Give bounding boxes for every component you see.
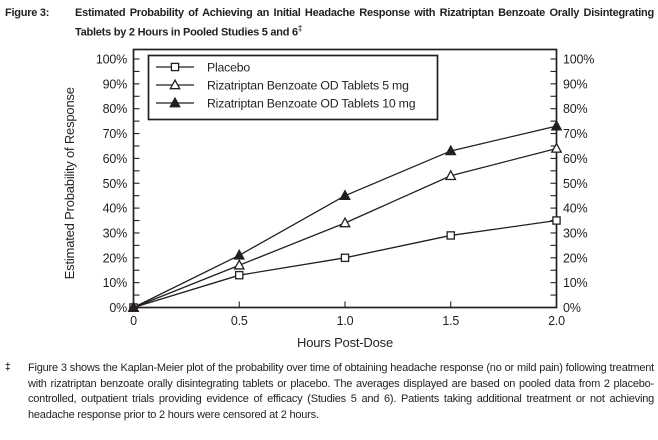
x-tick-label: 0.5 xyxy=(231,314,248,328)
legend-label: Placebo xyxy=(207,61,250,75)
legend-item-rizatriptan-benzoate-od-tablets-10-mg: Rizatriptan Benzoate OD Tablets 10 mg xyxy=(156,97,416,111)
y-tick-label-right: 40% xyxy=(563,202,588,216)
legend-marker-triangle-open xyxy=(169,78,181,90)
series-marker-rizatriptan-benzoate-od-tablets-5-mg xyxy=(550,142,563,153)
y-tick-label-right: 20% xyxy=(563,251,588,265)
series-marker-rizatriptan-benzoate-od-tablets-10-mg xyxy=(444,144,457,156)
y-tick-label-left: 100% xyxy=(96,53,127,67)
legend-item-rizatriptan-benzoate-od-tablets-5-mg: Rizatriptan Benzoate OD Tablets 5 mg xyxy=(156,79,409,93)
x-axis-title: Hours Post-Dose xyxy=(297,335,393,350)
y-tick-label-right: 0% xyxy=(563,301,581,315)
legend-item-placebo: Placebo xyxy=(156,61,251,75)
series-line-rizatriptan-benzoate-od-tablets-5-mg xyxy=(133,147,557,309)
series-marker-rizatriptan-benzoate-od-tablets-10-mg xyxy=(233,249,246,260)
y-tick-label-right: 10% xyxy=(563,276,588,290)
y-axis-title: Estimated Probability of Response xyxy=(62,87,77,279)
y-tick-label-right: 100% xyxy=(563,53,594,67)
x-tick-label: 0 xyxy=(130,314,137,328)
series-marker-placebo xyxy=(552,216,561,225)
y-tick-label-right: 70% xyxy=(563,127,588,141)
footnote-marker: ‡ xyxy=(5,362,11,373)
figure-title-text: Estimated Probability of Achieving an In… xyxy=(75,6,654,41)
y-tick-label-left: 80% xyxy=(103,102,128,116)
legend-marker-square-open xyxy=(170,62,180,72)
y-tick-label-right: 90% xyxy=(563,77,588,91)
x-tick-label: 1.0 xyxy=(337,314,354,328)
y-tick-label-left: 50% xyxy=(103,177,128,191)
y-tick-label-right: 80% xyxy=(563,102,588,116)
legend-box xyxy=(147,54,439,121)
y-tick-label-right: 60% xyxy=(563,152,588,166)
y-tick-label-right: 50% xyxy=(563,177,588,191)
legend: Placebo Rizatriptan Benzoate OD Tablets 5… xyxy=(147,54,439,121)
figure-title-dagger: ‡ xyxy=(297,24,303,33)
series-line-placebo xyxy=(133,219,557,309)
figure-footnote: ‡ Figure 3 shows the Kaplan-Meier plot o… xyxy=(5,361,654,423)
y-tick-label-left: 20% xyxy=(103,251,128,265)
series-marker-placebo xyxy=(234,270,244,280)
series-marker-placebo xyxy=(340,253,350,263)
series-marker-rizatriptan-benzoate-od-tablets-5-mg xyxy=(233,258,246,270)
y-tick-label-right: 30% xyxy=(563,226,588,240)
series-marker-rizatriptan-benzoate-od-tablets-5-mg xyxy=(339,216,351,228)
series-marker-placebo xyxy=(446,231,455,240)
figure-label: Figure 3: xyxy=(5,7,50,19)
figure-title-main: Estimated Probability of Achieving an In… xyxy=(75,7,654,39)
y-tick-label-left: 90% xyxy=(103,77,128,91)
y-tick-label-left: 60% xyxy=(103,152,128,166)
y-tick-label-left: 30% xyxy=(103,226,128,240)
series-marker-rizatriptan-benzoate-od-tablets-10-mg xyxy=(339,189,351,201)
footnote-text: Figure 3 shows the Kaplan-Meier plot of … xyxy=(28,362,654,421)
y-tick-label-left: 10% xyxy=(103,276,128,290)
y-tick-label-left: 0% xyxy=(109,301,127,315)
figure-title: Figure 3: Estimated Probability of Achie… xyxy=(5,6,654,41)
legend-label: Rizatriptan Benzoate OD Tablets 5 mg xyxy=(207,79,409,93)
y-tick-label-left: 70% xyxy=(103,127,128,141)
legend-marker-triangle-filled xyxy=(169,96,181,108)
legend-label: Rizatriptan Benzoate OD Tablets 10 mg xyxy=(207,97,416,111)
series-marker-rizatriptan-benzoate-od-tablets-10-mg xyxy=(550,119,563,131)
x-tick-label: 2.0 xyxy=(548,314,565,328)
x-tick-label: 1.5 xyxy=(442,314,459,328)
y-tick-label-left: 40% xyxy=(103,202,128,216)
series-marker-rizatriptan-benzoate-od-tablets-10-mg xyxy=(127,301,140,312)
series-marker-rizatriptan-benzoate-od-tablets-5-mg xyxy=(444,169,457,181)
